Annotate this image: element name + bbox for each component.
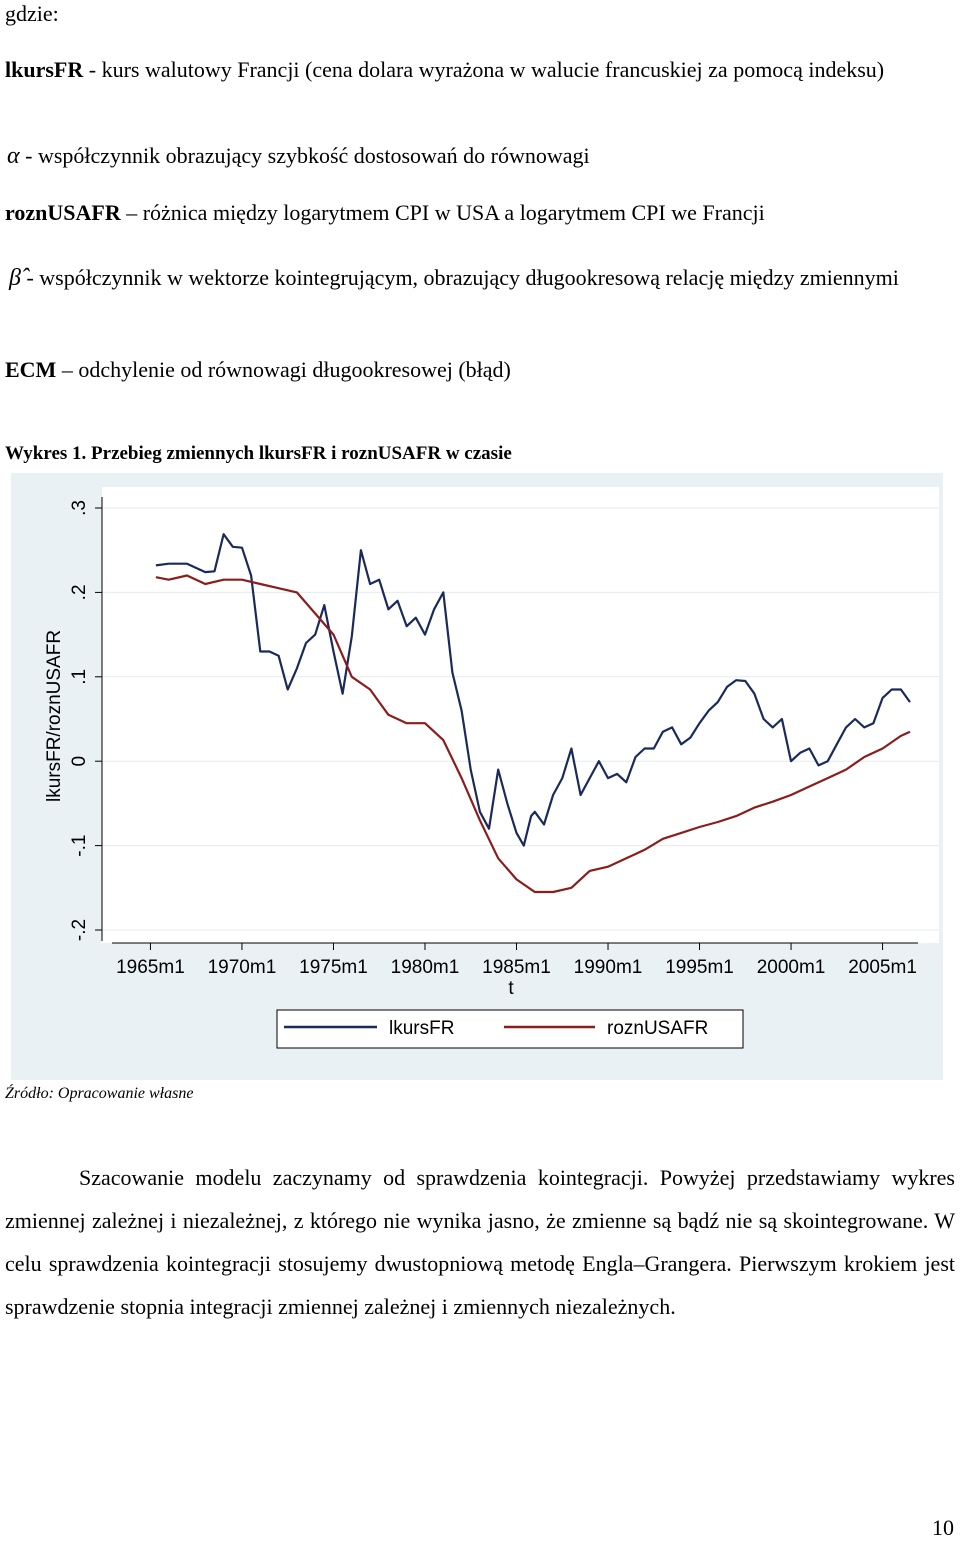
x-axis-label: t xyxy=(508,978,514,999)
x-tick-label: 1975m1 xyxy=(299,957,368,978)
definition-symbol: α xyxy=(7,143,20,169)
plot-area xyxy=(102,487,939,943)
definition-symbol: roznUSAFR xyxy=(5,200,121,225)
series-line-lkursfr xyxy=(155,533,911,847)
x-tick-label: 1965m1 xyxy=(116,957,185,978)
x-tick-label: 2005m1 xyxy=(848,957,917,978)
x-tick-label: 1970m1 xyxy=(208,957,277,978)
line-chart: -.2 -.1 0 .1 .2 .3 1965m1 1970m1 1975m1 1980m1 19… xyxy=(44,487,939,1049)
body-paragraph: Szacowanie modelu zaczynamy od sprawdzen… xyxy=(5,1165,955,1319)
x-tick-label: 1990m1 xyxy=(574,957,643,978)
definition-symbol: β̂ xyxy=(9,265,21,291)
source-note: Źródło: Opracowanie własne xyxy=(5,1085,194,1102)
y-tick-label: .3 xyxy=(69,500,90,516)
x-tick-label: 1985m1 xyxy=(482,957,551,978)
definition-text: współczynnik w wektorze kointegrującym, … xyxy=(39,265,899,290)
x-tick-label: 1980m1 xyxy=(391,957,460,978)
intro-text: gdzie: xyxy=(5,1,59,26)
y-tick-label: .1 xyxy=(69,669,90,685)
y-axis-label: lkursFR/roznUSAFR xyxy=(44,630,65,802)
x-tick-label: 1995m1 xyxy=(665,957,734,978)
chart-container: -.2 -.1 0 .1 .2 .3 1965m1 1970m1 1975m1 1980m1 19… xyxy=(11,473,943,1080)
series-line-roznusafr xyxy=(155,574,911,894)
x-tick-label: 2000m1 xyxy=(757,957,826,978)
y-tick-label: -.1 xyxy=(69,835,90,857)
definition-text: różnica między logarytmem CPI w USA a lo… xyxy=(142,200,765,225)
y-tick-label: .2 xyxy=(69,584,90,600)
legend: lkursFR roznUSAFR xyxy=(276,1009,744,1049)
definition-text: odchylenie od równowagi długookresowej (… xyxy=(78,357,511,382)
y-tick-label: -.2 xyxy=(69,919,90,941)
legend-label-lkursfr: lkursFR xyxy=(389,1018,454,1039)
definition-text: kurs walutowy Francji (cena dolara wyraż… xyxy=(101,57,885,82)
definition-beta: β̂ - współczynnik w wektorze kointegrują… xyxy=(9,265,899,291)
definition-alpha: α - współczynnik obrazujący szybkość dos… xyxy=(7,143,590,169)
definition-roznusafr: roznUSAFR – różnica między logarytmem CP… xyxy=(5,200,765,225)
legend-label-roznusafr: roznUSAFR xyxy=(607,1018,708,1039)
definition-lkursfr: lkursFR - kurs walutowy Francji (cena do… xyxy=(5,57,885,82)
definition-symbol: lkursFR xyxy=(5,57,84,82)
figure-caption: Wykres 1. Przebieg zmiennych lkursFR i r… xyxy=(5,443,512,464)
definition-text: współczynnik obrazujący szybkość dostoso… xyxy=(37,143,590,168)
y-tick-label: 0 xyxy=(69,756,90,767)
page-number: 10 xyxy=(932,1515,954,1540)
definition-ecm: ECM – odchylenie od równowagi długookres… xyxy=(5,357,511,382)
definition-symbol: ECM xyxy=(5,357,57,382)
